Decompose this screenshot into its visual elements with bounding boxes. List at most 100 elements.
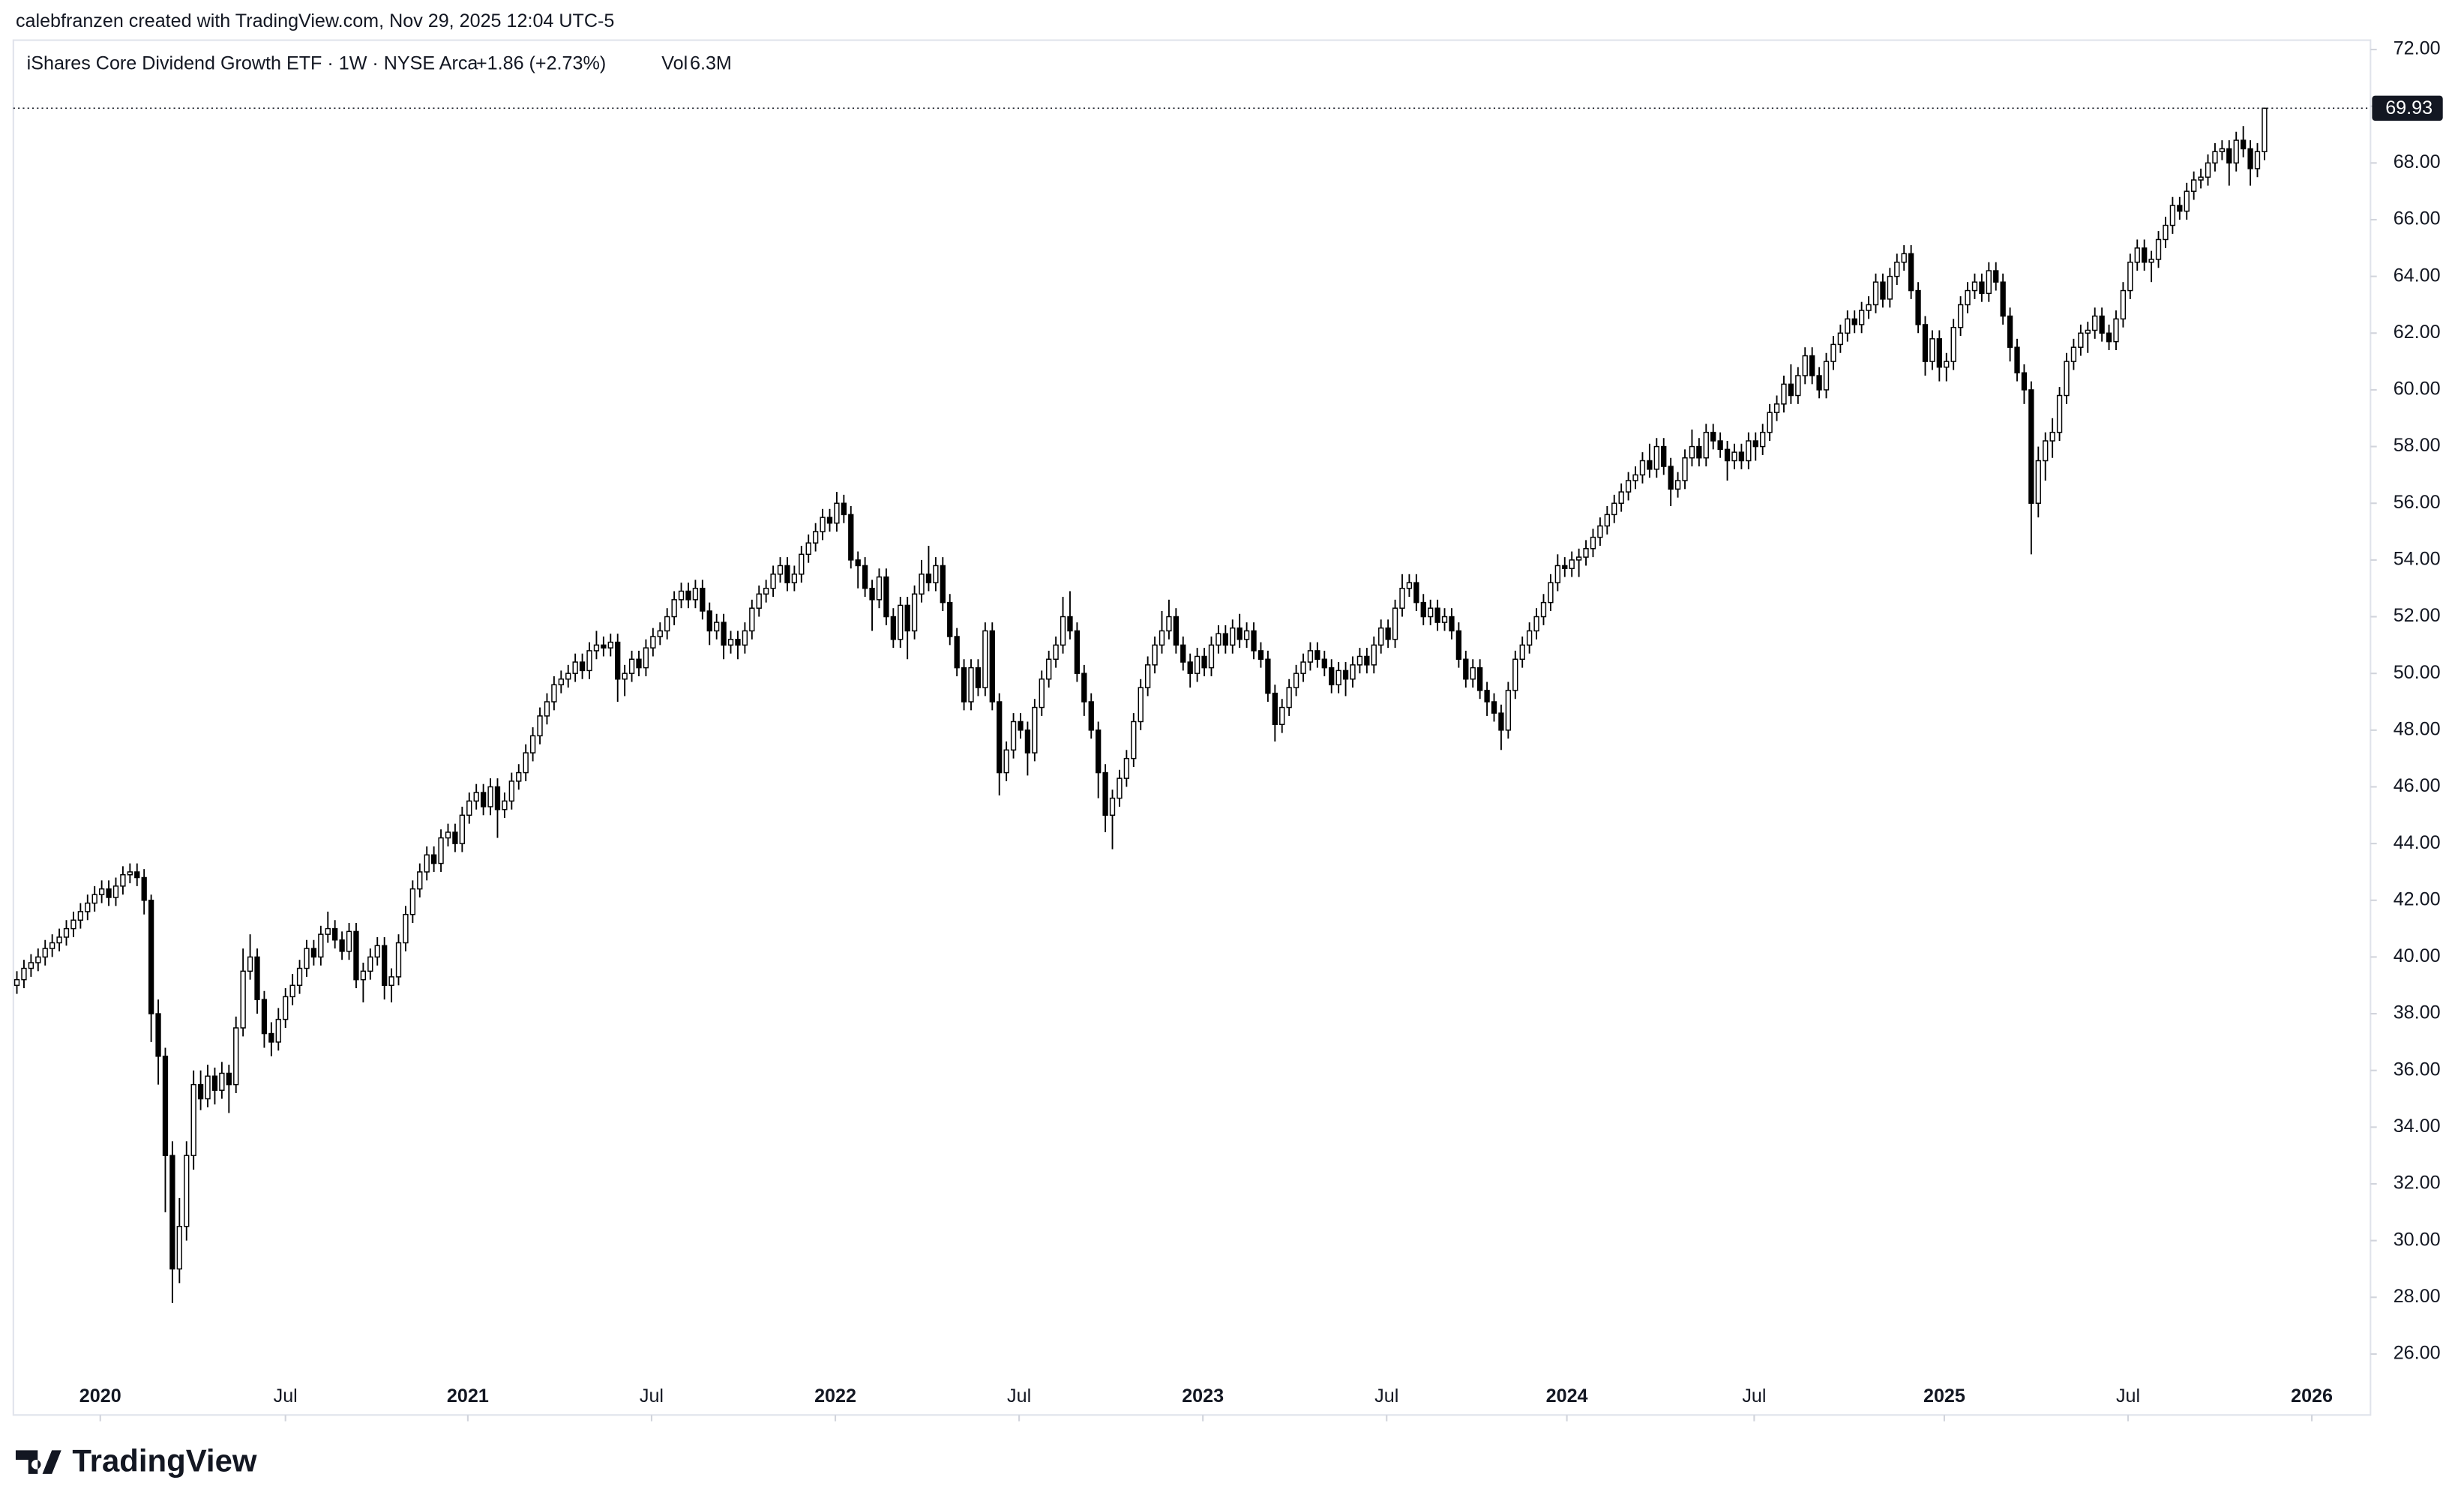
candle-body [650,636,656,649]
y-tick-label: 58.00 [2394,435,2441,456]
candle-body [784,565,790,583]
candle-body [339,939,345,952]
candle-body [1441,616,1448,623]
candle-body [565,673,571,680]
y-tick-label: 52.00 [2394,605,2441,626]
candle-body [1074,630,1081,674]
candle-body [1845,318,1851,334]
candle-body [325,927,331,935]
candle-body [2021,372,2028,391]
candle-body [2064,361,2070,397]
candle-body [2043,440,2049,462]
candle-body [1138,687,1144,723]
candle-body [1498,712,1504,731]
candle-body [1342,670,1349,680]
candle-body [2191,179,2197,192]
candle-body [2247,148,2253,169]
candle-body [1470,667,1476,680]
candle-body [706,610,712,632]
candle-body [1965,289,1971,306]
candle-body [1378,627,1384,646]
candle-body [304,948,310,969]
candle-body [1866,304,1872,311]
candle-body [56,936,62,944]
candle-body [254,956,260,1000]
candle-body [579,661,586,672]
candle-body [1604,514,1610,527]
candle-body [700,587,706,612]
candle-body [1003,749,1009,774]
x-tick-label: Jul [2116,1386,2140,1407]
candle-body [1434,607,1440,623]
candle-body [409,888,416,915]
y-tick-label: 66.00 [2394,208,2441,229]
candle-body [799,553,805,575]
candle-body [657,630,663,637]
candle-body [1936,338,1942,368]
candle-body [742,630,748,646]
candle-body [1265,658,1271,694]
candle-body [1554,565,1560,583]
candle-body [424,854,430,873]
candle-body [346,930,352,952]
candle-body [1088,701,1094,731]
candle-body [1455,630,1462,660]
candle-body [360,970,367,981]
candle-body [395,942,402,978]
candle-body [1548,582,1554,604]
candle-body [1597,525,1603,538]
candle-body [544,701,550,717]
candle-body [805,542,811,556]
candle-body [671,599,677,618]
candle-body [727,639,734,646]
candle-body [289,984,295,998]
candle-body [275,1018,281,1043]
candle-body [1272,692,1278,725]
candle-body [529,735,536,754]
y-tick-label: 34.00 [2394,1116,2441,1137]
y-tick-label: 48.00 [2394,718,2441,739]
candle-body [1562,565,1568,569]
candle-body [98,888,105,895]
candle-body [28,962,34,969]
candle-body [21,967,27,981]
candle-body [2035,460,2041,504]
candle-body [318,933,324,958]
candle-body [1230,627,1236,646]
candle-body [1413,582,1419,604]
candle-body [1816,375,1822,391]
tradingview-logo: TradingView [15,1443,257,1478]
candle-body [954,636,960,669]
candle-body [1901,253,1907,263]
y-tick-label: 30.00 [2394,1229,2441,1250]
y-tick-label: 50.00 [2394,662,2441,683]
candle-body [982,630,988,688]
candle-body [826,517,833,524]
candle-body [1208,644,1215,669]
x-tick-label: 2021 [447,1386,489,1407]
x-tick-label: 2023 [1182,1386,1224,1407]
candle-body [1746,440,1752,462]
candle-body [13,978,20,986]
candle-body [1010,721,1017,751]
candle-body [1300,661,1306,674]
candle-body [551,684,557,703]
candle-body [2240,139,2247,150]
candle-body [1590,536,1596,550]
candle-body [919,574,925,595]
candle-body [1046,658,1052,680]
candle-body [1236,627,1242,640]
candle-body [2014,346,2020,373]
candle-body [1117,777,1123,799]
candle-body [1505,690,1512,731]
candle-body [1286,687,1292,709]
candle-body [763,587,769,595]
candle-body [508,780,514,802]
candle-body [2078,332,2084,348]
candle-body [176,1226,182,1270]
candle-body [1257,650,1264,660]
candle-body [2184,190,2190,212]
candle-body [1738,451,1745,462]
